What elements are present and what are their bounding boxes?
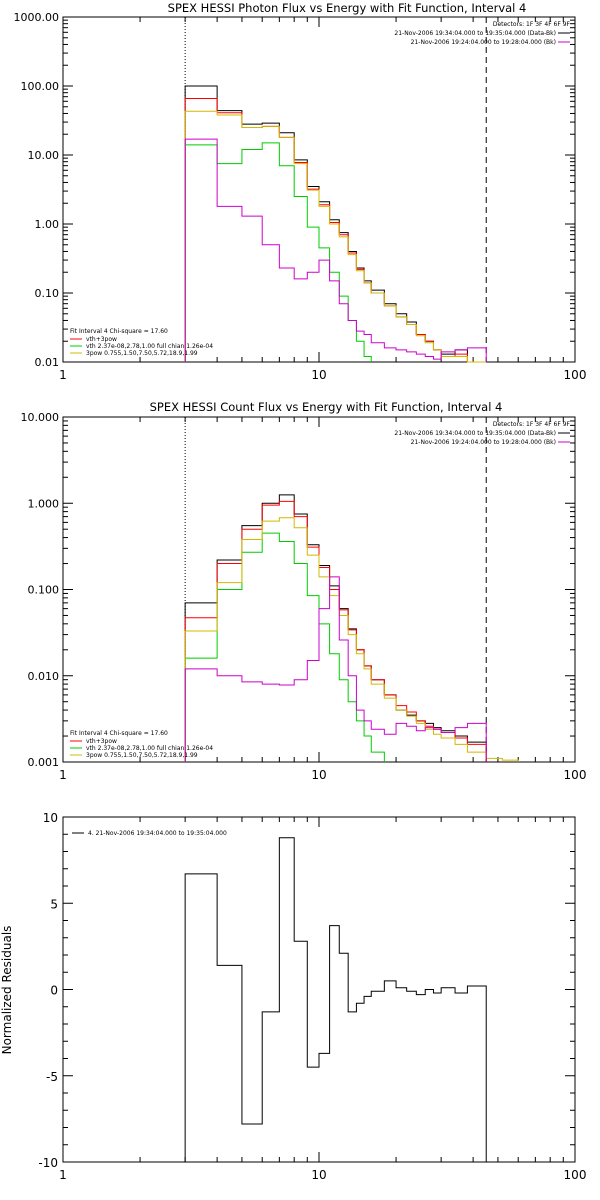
count-legend-3pow: 3pow 0.755,1.50,7.50,5.72,18.9,1.99 — [86, 752, 198, 759]
photon-y-tick-label: 1.00 — [35, 218, 60, 231]
photon-legend-vth3pow: vth+3pow — [86, 336, 117, 343]
residuals-panel: 1 10 100 -10 -5 0 5 10 Normalized Residuals 4. … — [0, 811, 586, 1182]
residuals-y-axis-label: Normalized Residuals — [0, 926, 14, 1055]
count-legend-bk: 21-Nov-2006 19:24:04.000 to 19:28:04.000… — [411, 439, 556, 446]
photon-legend-detectors: Detectors: 1F 3F 4F 6F 9F — [493, 21, 571, 28]
count-x-tick-label: 1 — [59, 768, 67, 782]
photon-legend-bk: 21-Nov-2006 19:24:04.000 to 19:28:04.000… — [411, 39, 556, 46]
residuals-series-group — [184, 837, 487, 1162]
count-y-tick-label: 10.000 — [21, 411, 60, 424]
photon-legend-data-bk: 21-Nov-2006 19:34:04.000 to 19:35:04.000… — [394, 30, 556, 37]
photon-x-tick-label: 10 — [311, 368, 326, 382]
photon-legend-fit: Fit Interval 4 Chi-square = 17.60 vth+3p… — [70, 328, 213, 357]
residuals-plot-frame — [62, 816, 576, 1163]
residuals-y-tick-label: 0 — [50, 984, 58, 998]
photon-y-tick-label: 0.01 — [35, 356, 60, 369]
count-x-tick-label: 100 — [564, 768, 587, 782]
photon-series-1-step-line — [184, 97, 487, 363]
photon-legend-3pow: 3pow 0.755,1.50,7.50,5.72,18.9,1.99 — [86, 350, 198, 357]
residuals-y-tick-label: 5 — [50, 897, 58, 911]
photon-flux-panel: SPEX HESSI Photon Flux vs Energy with Fi… — [14, 1, 587, 382]
photon-legend-top: Detectors: 1F 3F 4F 6F 9F 21-Nov-2006 19… — [394, 21, 570, 46]
residuals-y-tick-label: -5 — [46, 1070, 58, 1084]
photon-y-tick-label: 1000.00 — [14, 11, 60, 24]
photon-series-3-step-line — [184, 110, 487, 363]
photon-x-tick-label: 100 — [564, 368, 587, 382]
photon-axis-ticks: 1 10 100 0.01 0.10 1.00 10.00 100.00 1000.00 — [14, 11, 587, 382]
count-chart-title: SPEX HESSI Count Flux vs Energy with Fit… — [150, 400, 503, 414]
count-x-tick-label: 10 — [311, 768, 326, 782]
count-series-0-step-line — [184, 494, 487, 762]
photon-y-tick-label: 10.00 — [28, 149, 60, 162]
photon-legend-vth: vth 2.37e-08,2.78,1.00 full chian 1.26e-… — [86, 343, 213, 350]
count-series-group — [184, 494, 519, 762]
photon-y-tick-label: 0.10 — [35, 287, 60, 300]
photon-series-group — [184, 85, 487, 363]
photon-series-4-step-line — [184, 138, 487, 362]
photon-series-2-step-line — [184, 142, 372, 362]
photon-y-tick-label: 100.00 — [21, 80, 60, 93]
residuals-x-tick-label: 100 — [564, 1168, 587, 1182]
count-y-tick-label: 1.000 — [28, 497, 60, 510]
photon-chart-title: SPEX HESSI Photon Flux vs Energy with Fi… — [168, 1, 527, 15]
count-axis-ticks: 1 10 100 0.001 0.010 0.100 1.000 10.000 — [21, 411, 587, 782]
residuals-y-tick-label: -10 — [38, 1156, 58, 1170]
residuals-legend-label: 4. 21-Nov-2006 19:34:04.000 to 19:35:04.… — [88, 830, 227, 837]
count-plot-frame — [62, 416, 576, 763]
count-legend-chisq: Fit Interval 4 Chi-square = 17.60 — [70, 730, 168, 737]
photon-x-tick-label: 1 — [59, 368, 67, 382]
count-y-tick-label: 0.001 — [28, 756, 60, 769]
count-series-4-step-line — [184, 576, 487, 762]
count-series-3-step-line — [184, 517, 519, 762]
count-legend-fit: Fit Interval 4 Chi-square = 17.60 vth+3p… — [70, 730, 213, 759]
residuals-x-tick-label: 10 — [311, 1168, 326, 1182]
count-legend-vth: vth 2.37e-08,2.78,1.00 full chian 1.26e-… — [86, 745, 213, 752]
count-y-tick-label: 0.100 — [28, 584, 60, 597]
count-flux-panel: SPEX HESSI Count Flux vs Energy with Fit… — [21, 400, 587, 782]
residuals-axis-ticks: 1 10 100 -10 -5 0 5 10 — [38, 811, 586, 1182]
count-series-1-step-line — [184, 500, 487, 762]
count-legend-detectors: Detectors: 1F 3F 4F 6F 9F — [493, 421, 571, 428]
count-series-2-step-line — [184, 532, 385, 762]
count-legend-top: Detectors: 1F 3F 4F 6F 9F 21-Nov-2006 19… — [394, 421, 570, 446]
count-legend-vth3pow: vth+3pow — [86, 738, 117, 745]
photon-legend-chisq: Fit Interval 4 Chi-square = 17.60 — [70, 328, 168, 335]
residuals-y-tick-label: 10 — [43, 811, 58, 825]
residuals-x-tick-label: 1 — [59, 1168, 67, 1182]
count-y-tick-label: 0.010 — [28, 670, 60, 683]
count-legend-data-bk: 21-Nov-2006 19:34:04.000 to 19:35:04.000… — [394, 430, 556, 437]
residuals-series-0-step-line — [184, 837, 487, 1162]
